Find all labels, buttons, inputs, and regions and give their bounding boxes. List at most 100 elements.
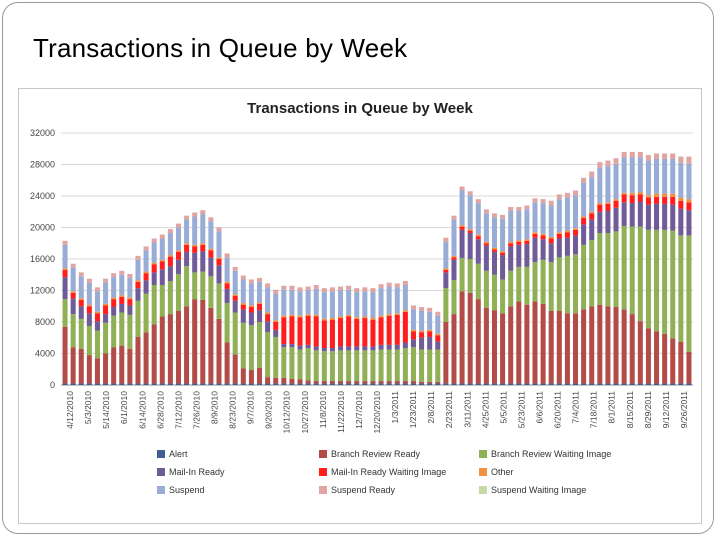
bar-segment: [394, 313, 400, 315]
bar-segment: [597, 167, 603, 204]
bar-segment: [224, 281, 230, 284]
x-tick-label: 4/25/2011: [480, 391, 490, 428]
bar-segment: [483, 270, 489, 308]
bar-segment: [508, 241, 514, 244]
bar-segment: [151, 324, 157, 384]
bar-segment: [613, 231, 619, 308]
bar-segment: [216, 265, 222, 284]
bar-segment: [240, 304, 246, 310]
bar-segment: [281, 317, 287, 345]
bar-segment: [313, 314, 319, 317]
bar-segment: [370, 319, 376, 347]
bar-segment: [175, 259, 181, 274]
bar-segment: [119, 345, 125, 384]
bar-segment: [581, 383, 587, 385]
x-axis: 4/12/2010 5/3/2010 5/14/2010 6/1/2010 6/14/2…: [65, 391, 689, 434]
bar-segment: [175, 310, 181, 384]
bars: [62, 151, 692, 385]
bar-segment: [346, 316, 352, 347]
bar-segment: [629, 151, 635, 158]
bar-segment: [540, 383, 546, 385]
bar-segment: [637, 321, 643, 384]
bar-segment: [159, 238, 165, 260]
bar-segment: [645, 160, 651, 196]
bar-segment: [394, 287, 400, 314]
bar-segment: [224, 383, 230, 385]
bar-segment: [573, 313, 579, 384]
bar-segment: [143, 271, 149, 274]
bar-segment: [248, 307, 254, 313]
bar-segment: [184, 306, 190, 384]
bar-segment: [370, 288, 376, 293]
bar-segment: [192, 246, 198, 253]
bar-segment: [86, 355, 92, 384]
bar-segment: [257, 383, 263, 385]
bar-segment: [670, 230, 676, 339]
bar-segment: [500, 251, 506, 253]
bar-segment: [370, 318, 376, 320]
x-tick-label: 12/20/2010: [372, 391, 382, 434]
bar-segment: [313, 350, 319, 382]
bar-segment: [208, 257, 214, 277]
bar-segment: [94, 291, 100, 312]
bar-segment: [86, 278, 92, 283]
bar-segment: [508, 246, 514, 271]
bar-segment: [516, 383, 522, 385]
bar-segment: [654, 331, 660, 384]
bar-segment: [208, 307, 214, 384]
legend-item: Branch Review Ready: [319, 449, 421, 459]
bar-segment: [435, 349, 441, 382]
bar-segment: [467, 229, 473, 231]
bar-segment: [427, 329, 433, 332]
bar-segment: [459, 291, 465, 384]
x-tick-label: 1/23/2011: [408, 391, 418, 428]
bar-segment: [240, 368, 246, 384]
bar-segment: [686, 235, 692, 352]
bar-segment: [394, 314, 400, 345]
bar-segment: [556, 233, 562, 239]
bar-segment: [167, 281, 173, 315]
bar-segment: [216, 318, 222, 384]
bar-segment: [410, 331, 416, 340]
x-tick-label: 10/12/2010: [282, 391, 292, 434]
bar-segment: [265, 321, 271, 333]
legend-swatch: [479, 486, 487, 494]
bar-segment: [637, 151, 643, 158]
bar-segment: [589, 240, 595, 307]
x-tick-label: 3/11/2011: [462, 391, 472, 428]
bar-segment: [200, 299, 206, 384]
bar-segment: [135, 288, 141, 301]
legend-item: Alert: [157, 449, 188, 459]
bar-segment: [297, 379, 303, 384]
bar-segment: [119, 274, 125, 296]
bar-segment: [564, 313, 570, 384]
bar-segment: [524, 209, 530, 240]
bar-segment: [621, 157, 627, 193]
bar-segment: [670, 383, 676, 385]
bar-segment: [208, 248, 214, 251]
bar-segment: [297, 315, 303, 318]
bar-segment: [240, 383, 246, 385]
bar-segment: [378, 284, 384, 289]
bar-segment: [605, 203, 611, 211]
x-tick-label: 8/15/2011: [625, 391, 635, 428]
bar-segment: [143, 280, 149, 294]
bar-segment: [629, 192, 635, 196]
bar-segment: [540, 259, 546, 304]
legend-label: Other: [491, 467, 514, 477]
bar-segment: [678, 235, 684, 342]
bar-segment: [78, 272, 84, 277]
bar-segment: [127, 277, 133, 298]
bar-segment: [224, 283, 230, 289]
bar-segment: [224, 288, 230, 304]
bar-segment: [167, 266, 173, 282]
x-tick-label: 9/26/2011: [679, 391, 689, 428]
bar-segment: [240, 279, 246, 304]
bar-segment: [78, 348, 84, 384]
bar-segment: [459, 383, 465, 385]
bar-segment: [678, 208, 684, 236]
bar-segment: [459, 258, 465, 292]
bar-segment: [419, 349, 425, 382]
bar-segment: [443, 241, 449, 269]
bar-segment: [127, 299, 133, 306]
